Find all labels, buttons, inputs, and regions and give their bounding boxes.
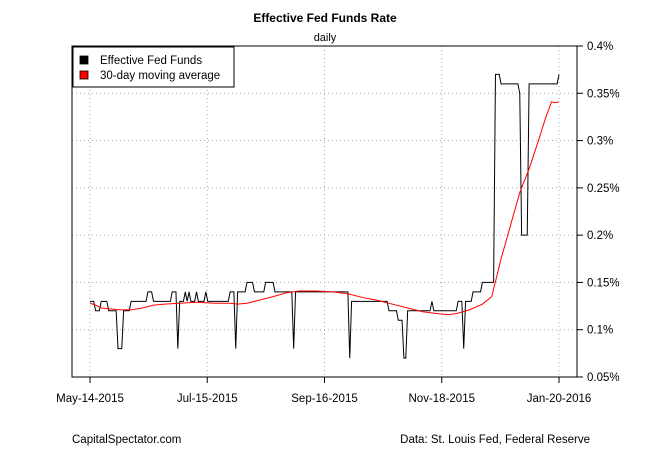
y-tick-label: 0.35% xyxy=(587,88,620,100)
y-tick-label: 0.3% xyxy=(587,136,613,148)
legend-label-moving-average: 30-day moving average xyxy=(100,70,220,82)
y-tick-label: 0.25% xyxy=(587,183,620,195)
x-axis: May-14-2015 Jul-15-2015 Sep-16-2015 Nov-18-… xyxy=(56,377,591,405)
legend-swatch-moving-average xyxy=(79,70,89,80)
legend-box xyxy=(72,46,235,88)
legend: Effective Fed Funds 30-day moving averag… xyxy=(72,46,235,88)
y-tick-label: 0.15% xyxy=(587,277,620,289)
series-line-moving-average xyxy=(89,101,560,316)
chart-title: Effective Fed Funds Rate xyxy=(253,11,397,25)
y-tick-label: 0.1% xyxy=(587,325,613,337)
footer-source-right: Data: St. Louis Fed, Federal Reserve xyxy=(400,434,590,446)
y-axis: 0.4% 0.35% 0.3% 0.25% 0.2% 0.15% 0.1% 0.05% xyxy=(577,41,620,384)
series-line-effective-fed-funds xyxy=(90,73,560,359)
x-tick-label: Jul-15-2015 xyxy=(177,393,238,405)
grid xyxy=(72,45,577,378)
x-tick-label: Sep-16-2015 xyxy=(291,393,358,405)
chart-subtitle: daily xyxy=(314,32,337,44)
legend-swatch-effective-fed-funds xyxy=(79,55,89,65)
legend-label-effective-fed-funds: Effective Fed Funds xyxy=(100,55,202,67)
x-tick-label: Jan-20-2016 xyxy=(527,393,592,405)
x-tick-label: Nov-18-2015 xyxy=(409,393,475,405)
footer-source-left: CapitalSpectator.com xyxy=(72,434,181,446)
x-tick-label: May-14-2015 xyxy=(56,393,124,405)
y-tick-label: 0.2% xyxy=(587,230,613,242)
y-tick-label: 0.4% xyxy=(587,41,613,53)
y-tick-label: 0.05% xyxy=(587,372,620,384)
series-layer xyxy=(89,73,560,359)
plot-frame xyxy=(71,45,578,378)
